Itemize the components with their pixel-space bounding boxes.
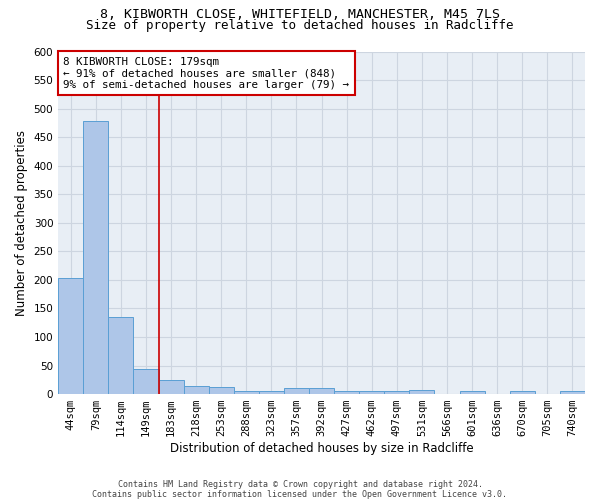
- Bar: [83, 121, 109, 394]
- Bar: [158, 380, 184, 394]
- Bar: [359, 391, 385, 394]
- Bar: [284, 388, 309, 394]
- Bar: [510, 391, 535, 394]
- Bar: [409, 390, 434, 394]
- Bar: [109, 317, 133, 394]
- Text: 8 KIBWORTH CLOSE: 179sqm
← 91% of detached houses are smaller (848)
9% of semi-d: 8 KIBWORTH CLOSE: 179sqm ← 91% of detach…: [64, 56, 349, 90]
- Bar: [184, 386, 209, 394]
- Bar: [460, 391, 485, 394]
- Y-axis label: Number of detached properties: Number of detached properties: [15, 130, 28, 316]
- Bar: [334, 390, 359, 394]
- X-axis label: Distribution of detached houses by size in Radcliffe: Distribution of detached houses by size …: [170, 442, 473, 455]
- Bar: [259, 391, 284, 394]
- Bar: [209, 387, 234, 394]
- Text: Contains HM Land Registry data © Crown copyright and database right 2024.
Contai: Contains HM Land Registry data © Crown c…: [92, 480, 508, 499]
- Text: 8, KIBWORTH CLOSE, WHITEFIELD, MANCHESTER, M45 7LS: 8, KIBWORTH CLOSE, WHITEFIELD, MANCHESTE…: [100, 8, 500, 20]
- Bar: [560, 391, 585, 394]
- Text: Size of property relative to detached houses in Radcliffe: Size of property relative to detached ho…: [86, 18, 514, 32]
- Bar: [309, 388, 334, 394]
- Bar: [234, 390, 259, 394]
- Bar: [133, 369, 158, 394]
- Bar: [58, 278, 83, 394]
- Bar: [385, 391, 409, 394]
